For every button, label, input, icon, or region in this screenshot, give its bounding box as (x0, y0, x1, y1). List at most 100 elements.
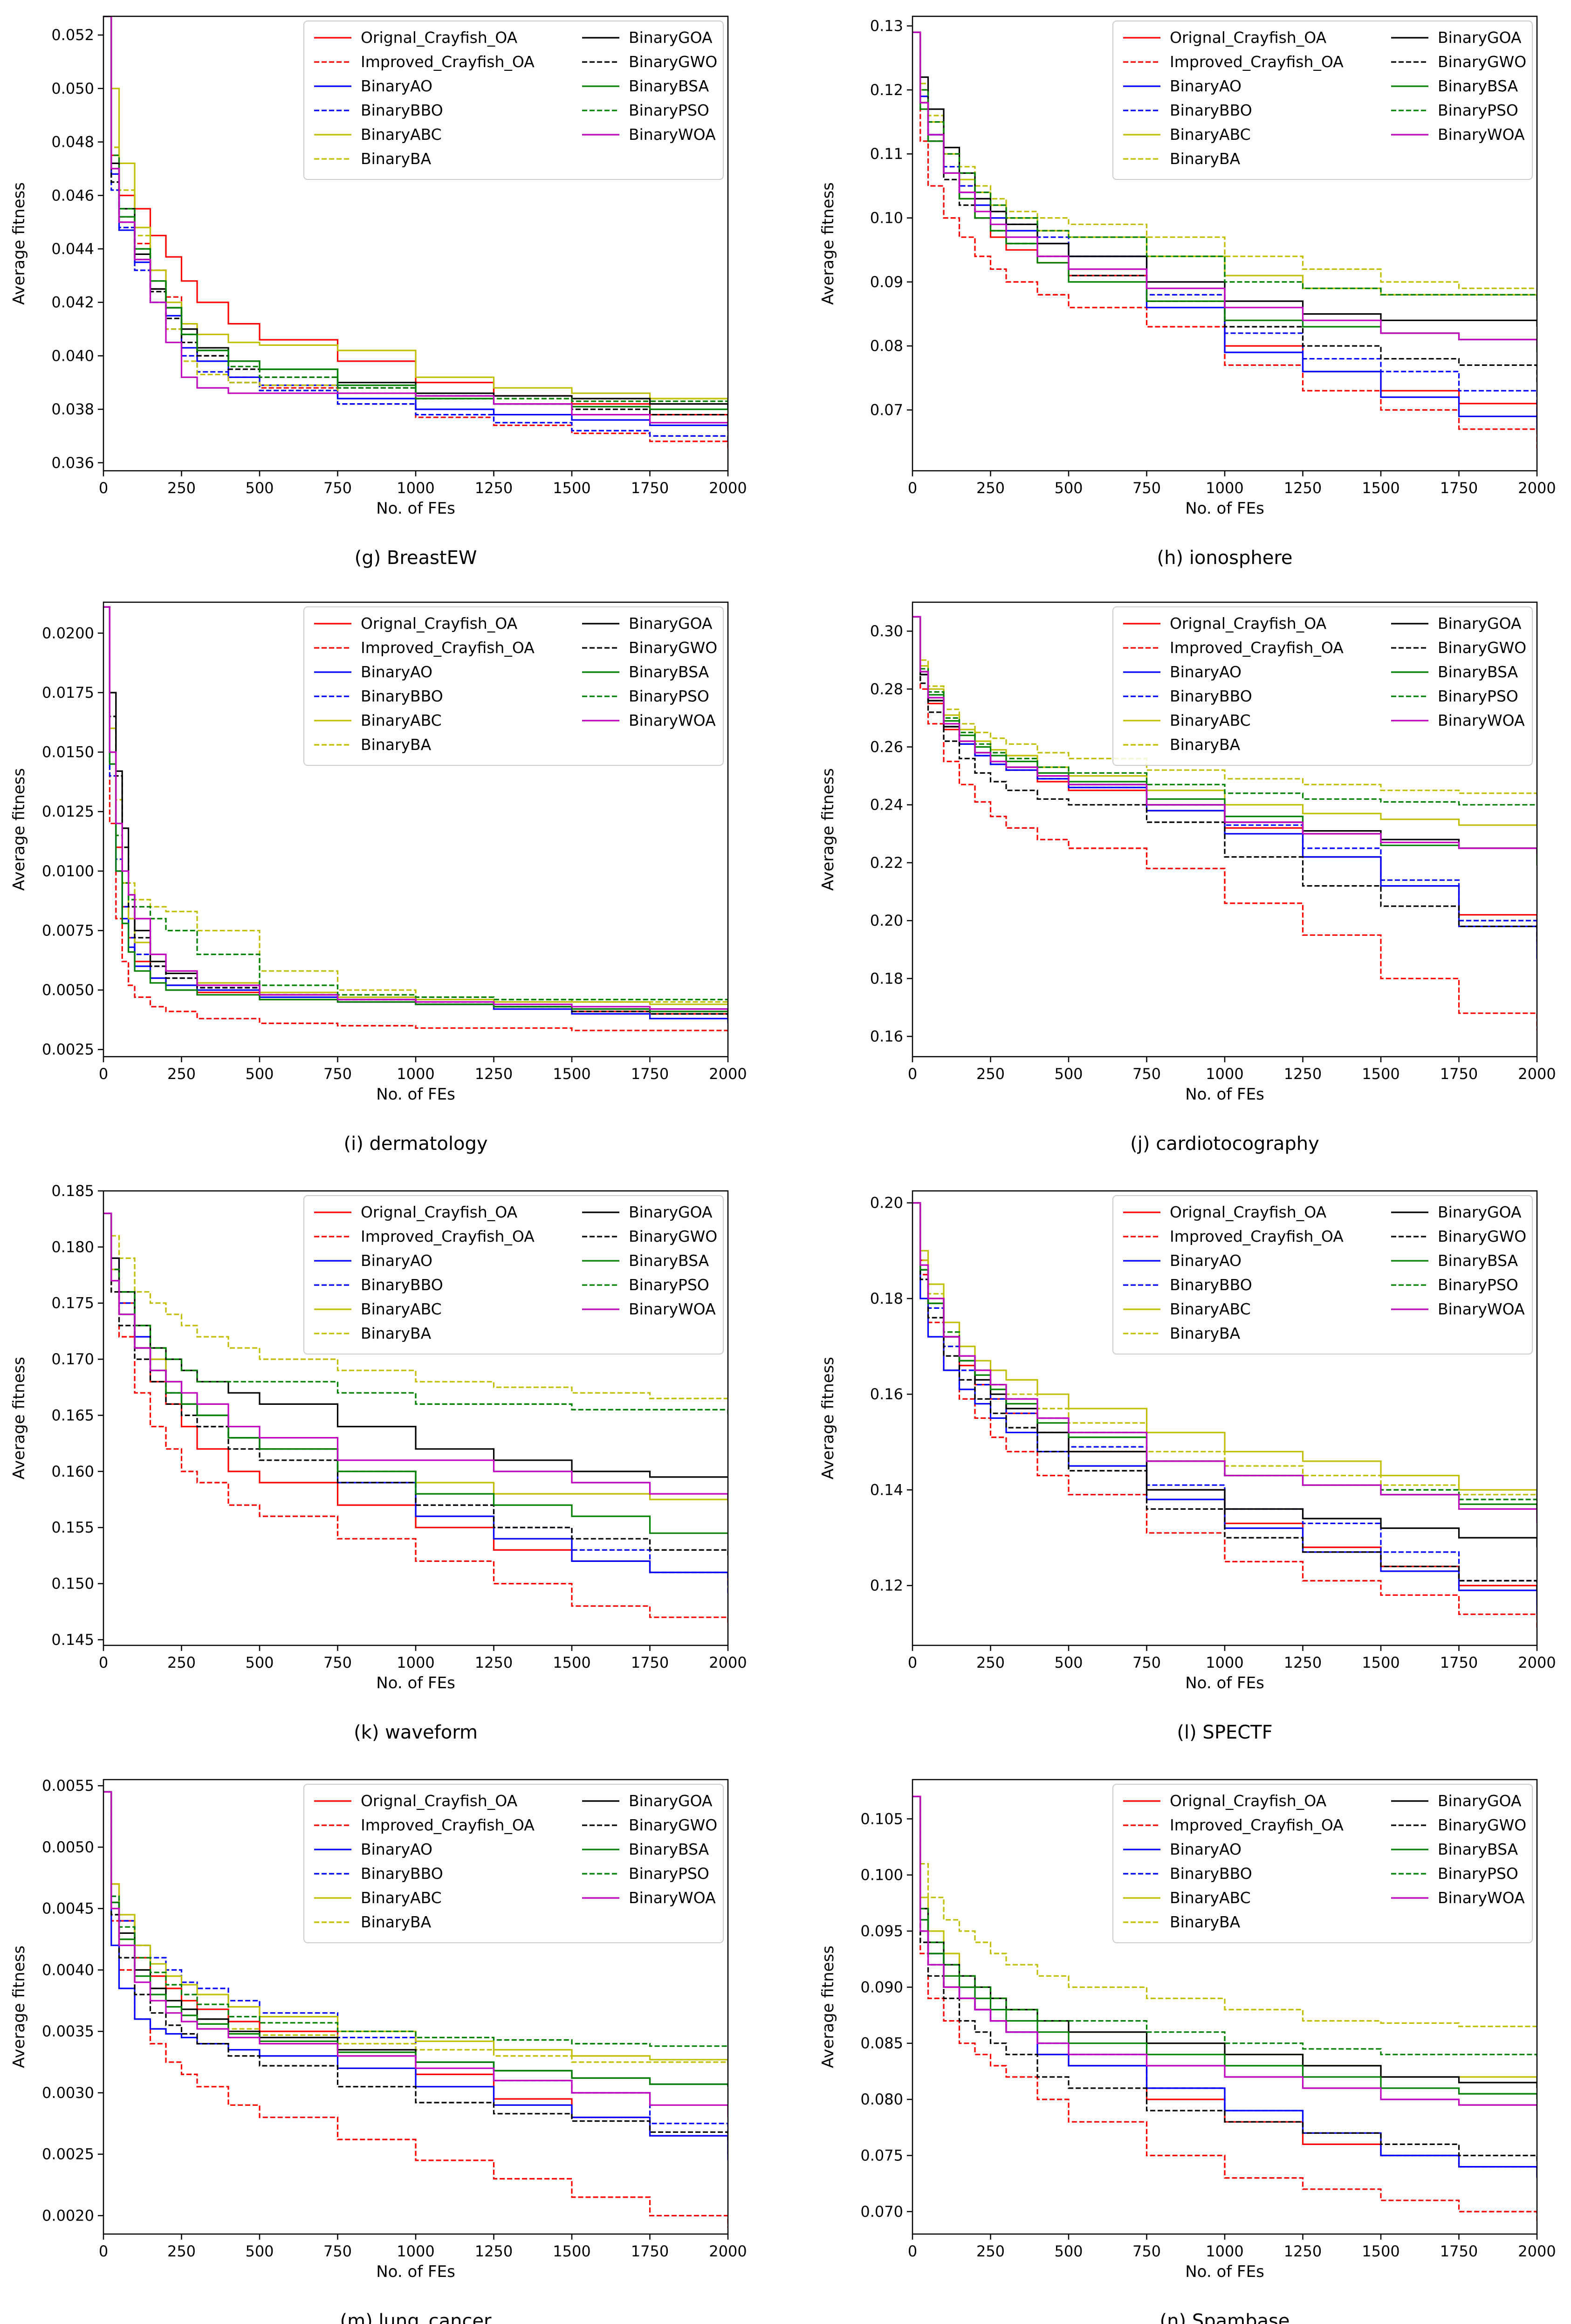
legend-label-binarywoa: BinaryWOA (1438, 1889, 1525, 1907)
y-tick-label: 0.0075 (42, 921, 94, 939)
legend-label-binarybsa: BinaryBSA (629, 1251, 709, 1270)
x-tick-label: 2000 (1518, 2242, 1556, 2260)
legend-box (303, 21, 724, 180)
x-tick-label: 2000 (709, 479, 747, 497)
x-tick-label: 1750 (631, 479, 669, 497)
legend-label-binarygoa: BinaryGOA (1438, 1792, 1522, 1810)
legend: Orignal_Crayfish_OA Improved_Crayfish_OA B… (303, 606, 724, 766)
x-tick-label: 0 (908, 479, 917, 497)
x-tick-label: 1500 (553, 1065, 590, 1083)
x-tick-label: 1250 (475, 479, 513, 497)
series-line-binarygoa (103, 16, 728, 410)
legend-label-binarywoa: BinaryWOA (1438, 711, 1525, 729)
legend-label-binaryba: BinaryBA (1170, 736, 1241, 754)
x-tick-label: 1000 (397, 1065, 434, 1083)
y-tick-label: 0.052 (51, 26, 94, 44)
x-axis-label: No. of FEs (376, 2262, 455, 2281)
legend-label-improved-crayfish-oa: Improved_Crayfish_OA (361, 1816, 535, 1834)
series-group (103, 606, 728, 1033)
x-tick-label: 1500 (1362, 1065, 1399, 1083)
legend-label-binaryao: BinaryAO (1170, 77, 1242, 95)
x-tick-label: 2000 (709, 1654, 747, 1671)
y-tick-label: 0.175 (51, 1294, 94, 1312)
x-tick-label: 1000 (1206, 1065, 1243, 1083)
series-line-improved-crayfish-oa (103, 606, 728, 1033)
chart-panel-n-spambase: 0 250 500 750 1000 1250 1500 1750 2000 0.070 0.075… (819, 1779, 1556, 2324)
legend-label-binaryabc: BinaryABC (361, 1889, 442, 1907)
x-tick-label: 2000 (1518, 1654, 1556, 1671)
x-tick-label: 500 (1054, 1065, 1083, 1083)
legend-label-binarypso: BinaryPSO (1438, 101, 1518, 119)
y-tick-label: 0.0200 (42, 624, 94, 642)
y-tick-label: 0.042 (51, 294, 94, 311)
y-tick-label: 0.040 (51, 347, 94, 364)
x-tick-label: 750 (1132, 1065, 1161, 1083)
y-axis-label: Average fitness (10, 1946, 28, 2068)
y-tick-label: 0.075 (860, 2146, 903, 2164)
series-line-binaryabc (103, 1791, 728, 2063)
legend-label-binarybbo: BinaryBBO (361, 1864, 443, 1883)
y-tick-label: 0.16 (870, 1028, 903, 1045)
x-tick-label: 1750 (1440, 1654, 1478, 1671)
series-line-binarygwo (912, 616, 1537, 941)
y-tick-label: 0.20 (870, 912, 903, 929)
legend-label-improved-crayfish-oa: Improved_Crayfish_OA (361, 1227, 535, 1245)
legend-label-improved-crayfish-oa: Improved_Crayfish_OA (1170, 1227, 1344, 1245)
x-tick-label: 1500 (553, 479, 590, 497)
series-group (103, 1791, 728, 2228)
y-tick-label: 0.165 (51, 1406, 94, 1424)
legend-label-binarygwo: BinaryGWO (629, 53, 717, 71)
series-line-binaryabc (103, 16, 728, 404)
y-tick-label: 0.0055 (42, 1777, 94, 1795)
x-tick-label: 0 (99, 479, 108, 497)
y-tick-label: 0.26 (870, 738, 903, 756)
x-tick-label: 750 (323, 1654, 352, 1671)
chart-panel-j-cardiotocography: 0 250 500 750 1000 1250 1500 1750 2000 0.16 0.18 0.… (819, 601, 1556, 1155)
x-tick-label: 500 (1054, 1654, 1083, 1671)
series-line-binarypso (912, 31, 1537, 302)
y-tick-label: 0.095 (860, 1922, 903, 1940)
legend-label-binarybsa: BinaryBSA (629, 663, 709, 681)
y-tick-label: 0.085 (860, 2035, 903, 2052)
x-tick-label: 500 (245, 479, 274, 497)
x-tick-label: 1500 (553, 2242, 590, 2260)
series-line-binarywoa (912, 616, 1537, 854)
legend-label-binaryabc: BinaryABC (1170, 711, 1251, 729)
x-tick-label: 750 (1132, 1654, 1161, 1671)
series-line-binaryba (103, 16, 728, 399)
series-group (912, 31, 1537, 448)
chart-panel-m-lung-cancer: 0 250 500 750 1000 1250 1500 1750 2000 0.0020 0.00… (10, 1777, 747, 2324)
x-tick-label: 1750 (1440, 1065, 1478, 1083)
series-line-binarywoa (912, 31, 1537, 346)
legend: Orignal_Crayfish_OA Improved_Crayfish_OA B… (1112, 1784, 1533, 1943)
legend-label-binaryba: BinaryBA (1170, 150, 1241, 168)
x-tick-label: 250 (167, 1654, 196, 1671)
x-axis-label: No. of FEs (1185, 499, 1264, 518)
series-line-binarypso (103, 1212, 728, 1416)
series-line-binaryba (912, 1202, 1537, 1505)
x-tick-label: 0 (99, 1065, 108, 1083)
series-line-binarypso (103, 1791, 728, 2048)
legend-label-improved-crayfish-oa: Improved_Crayfish_OA (361, 639, 535, 657)
legend-label-binaryabc: BinaryABC (361, 1300, 442, 1318)
legend-label-binarywoa: BinaryWOA (629, 125, 716, 144)
y-tick-label: 0.08 (870, 337, 903, 355)
legend-label-binarybsa: BinaryBSA (1438, 1251, 1518, 1270)
series-line-binarybsa (103, 1791, 728, 2087)
x-tick-label: 2000 (709, 2242, 747, 2260)
x-tick-label: 1000 (397, 2242, 434, 2260)
legend-label-binarybsa: BinaryBSA (629, 77, 709, 95)
x-tick-label: 250 (167, 1065, 196, 1083)
y-tick-label: 0.13 (870, 17, 903, 35)
legend-label-binarygwo: BinaryGWO (629, 1227, 717, 1245)
x-tick-label: 750 (323, 1065, 352, 1083)
legend-label-binaryabc: BinaryABC (1170, 1889, 1251, 1907)
legend-label-binarygwo: BinaryGWO (1438, 1816, 1526, 1834)
x-tick-label: 2000 (709, 1065, 747, 1083)
legend-label-binarywoa: BinaryWOA (629, 711, 716, 729)
y-axis-label: Average fitness (819, 768, 837, 891)
y-tick-label: 0.18 (870, 969, 903, 987)
chart-panel-g-breastew: 0 250 500 750 1000 1250 1500 1750 2000 0.036 0.038… (10, 15, 747, 569)
chart-caption: (i) dermatology (343, 1133, 487, 1155)
x-axis-label: No. of FEs (376, 1674, 455, 1692)
